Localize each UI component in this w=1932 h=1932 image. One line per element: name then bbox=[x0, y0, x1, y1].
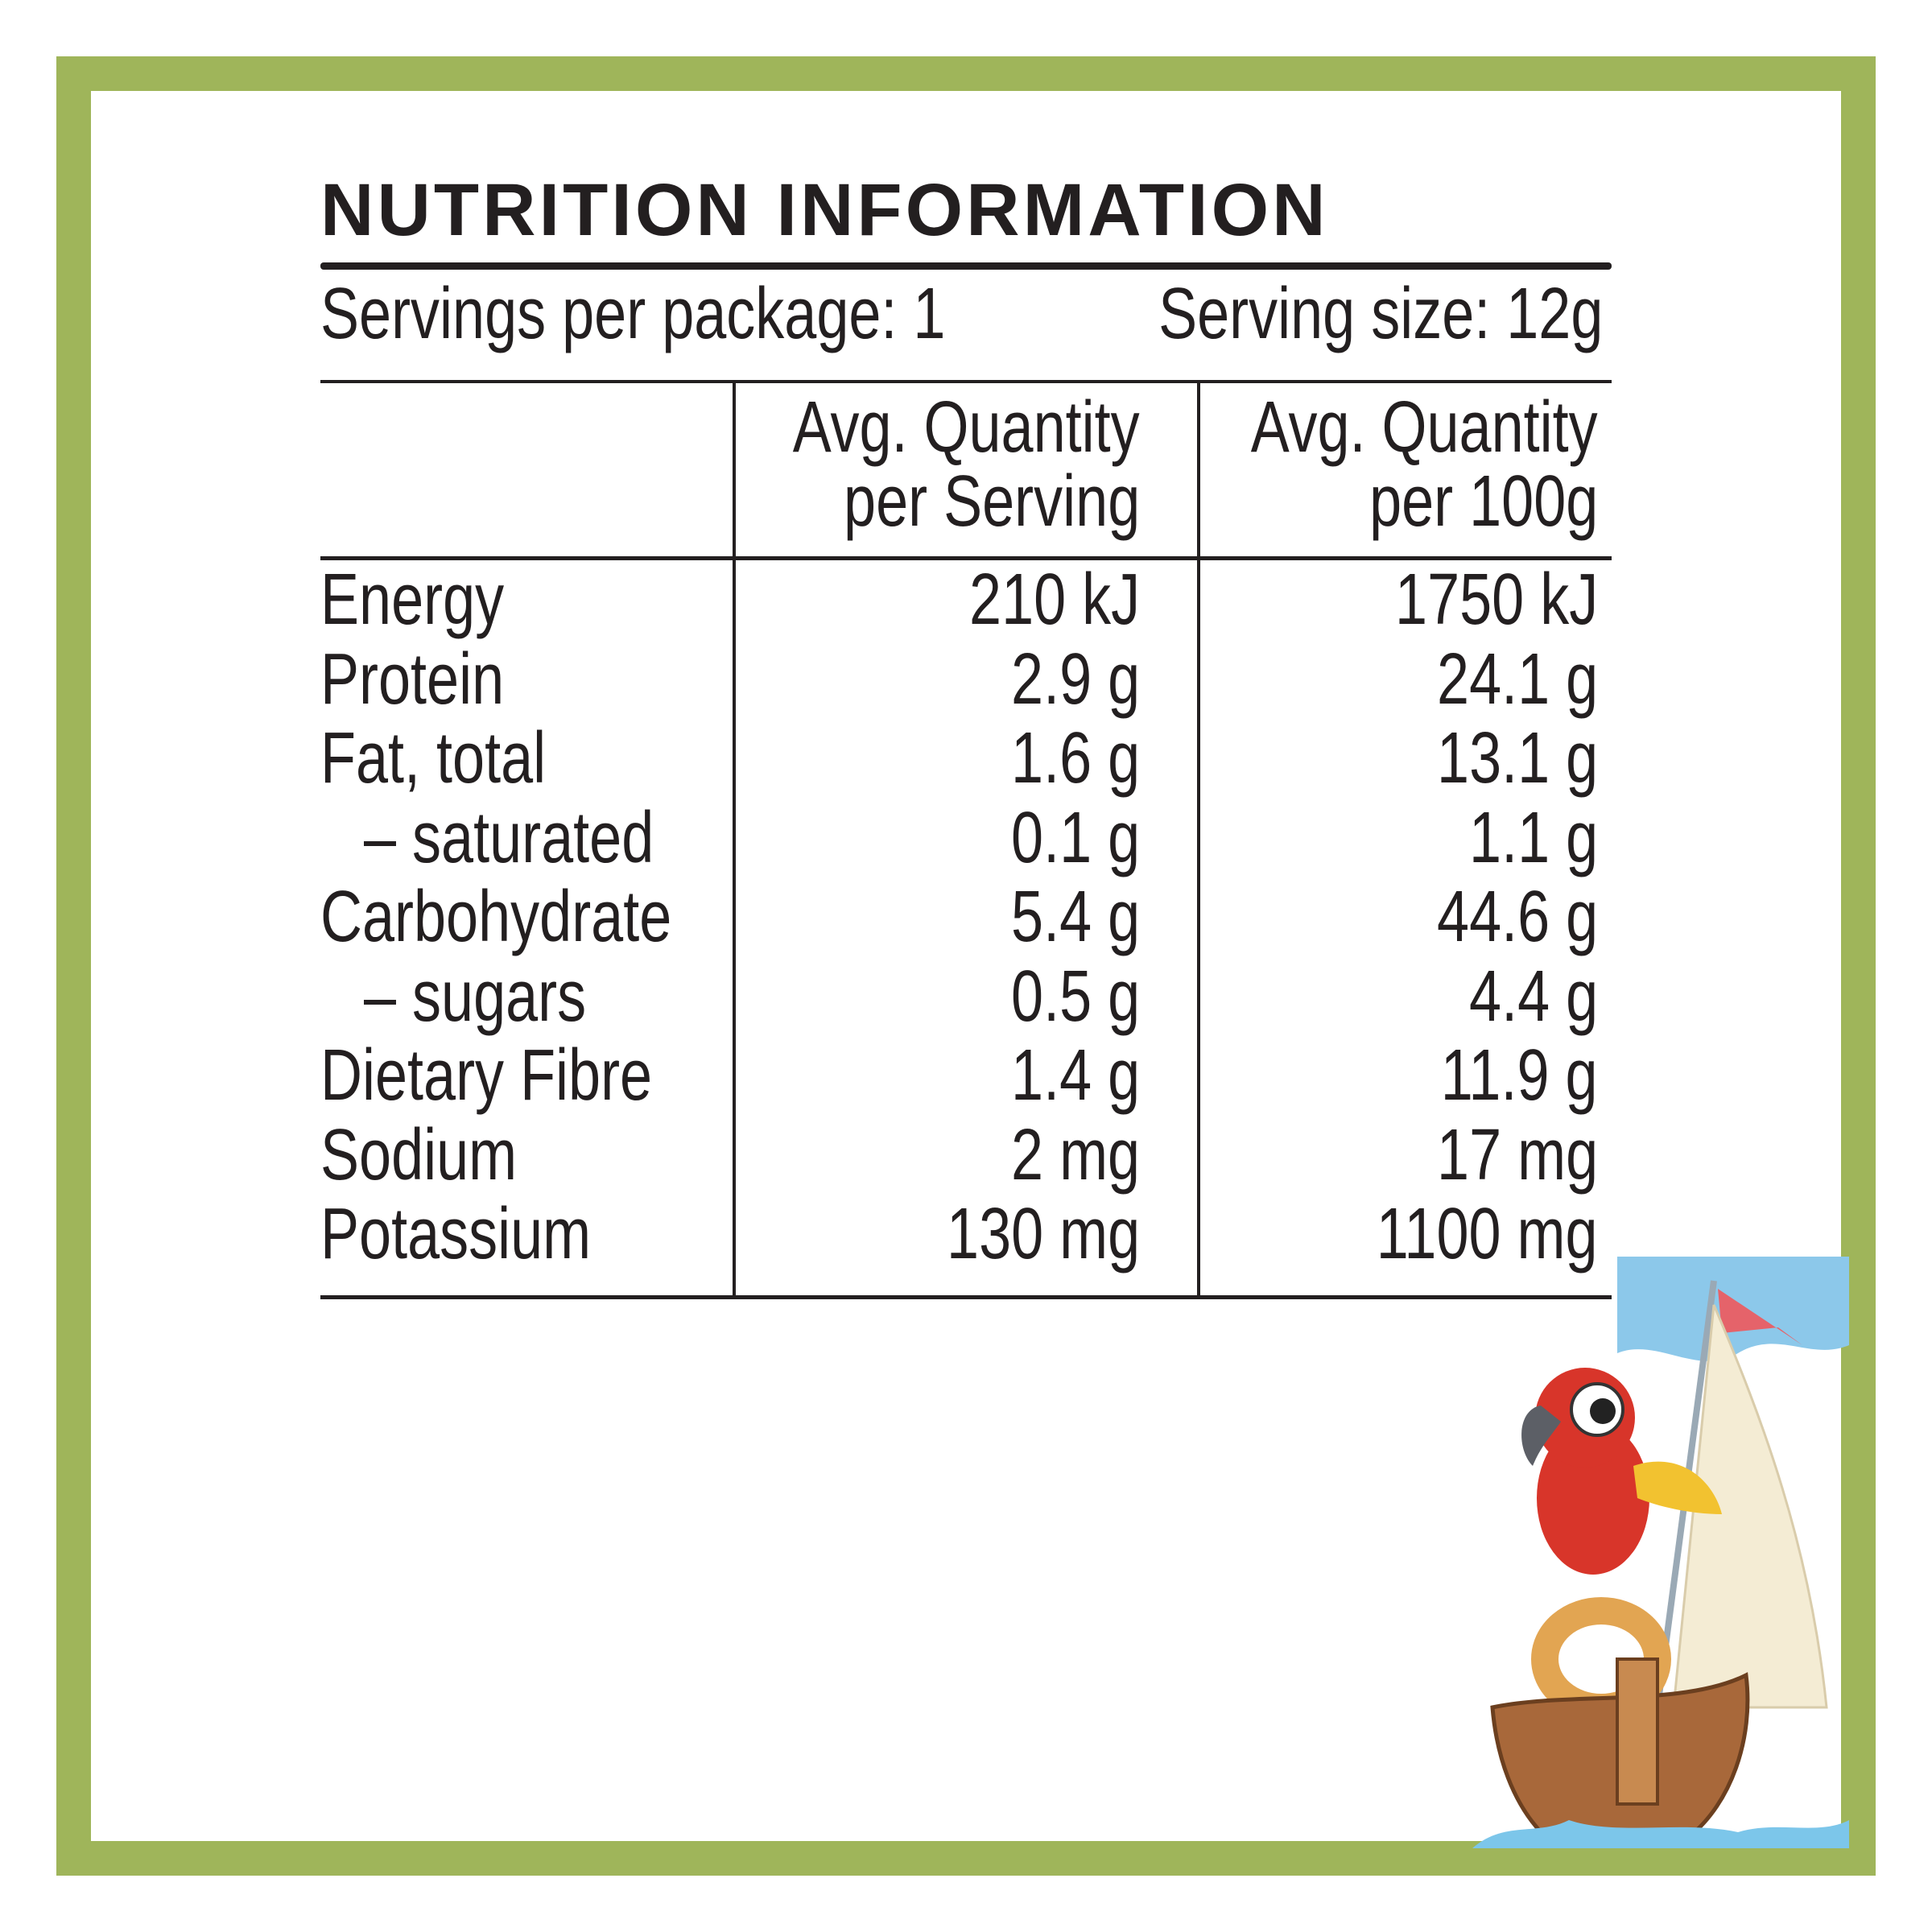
parrot-wing bbox=[1633, 1461, 1722, 1514]
per-100g: 11.9 g bbox=[1441, 1035, 1598, 1116]
thick-rule bbox=[320, 262, 1612, 270]
per-serving: 5.4 g bbox=[1010, 877, 1140, 957]
nutrient-name: Dietary Fibre bbox=[320, 1035, 653, 1116]
per-100g: 1750 kJ bbox=[1394, 559, 1598, 640]
rule bbox=[320, 1295, 1612, 1299]
rule bbox=[320, 380, 1612, 383]
nutrient-name: Potassium bbox=[320, 1194, 592, 1274]
serving-size: Serving size: 12g bbox=[1158, 274, 1603, 354]
parrot-pupil bbox=[1590, 1398, 1616, 1424]
per-serving: 0.1 g bbox=[1010, 797, 1140, 878]
servings-per-package: Servings per package: 1 bbox=[320, 274, 946, 354]
nutrient-name: Sodium bbox=[320, 1114, 518, 1195]
per-100g: 44.6 g bbox=[1436, 877, 1598, 957]
per-serving: 0.5 g bbox=[1010, 956, 1140, 1037]
sail bbox=[1672, 1304, 1828, 1709]
border-frame bbox=[56, 56, 1876, 1876]
flag bbox=[1718, 1289, 1802, 1345]
column-header: Avg. Quantity bbox=[1251, 387, 1598, 468]
per-serving: 130 mg bbox=[946, 1194, 1140, 1274]
column-header: Avg. Quantity bbox=[793, 387, 1140, 468]
water bbox=[1472, 1820, 1849, 1848]
boat-bow bbox=[1616, 1657, 1659, 1806]
per-serving: 1.6 g bbox=[1010, 718, 1140, 799]
per-serving: 210 kJ bbox=[968, 559, 1140, 640]
nutrient-name: Carbohydrate bbox=[320, 877, 672, 957]
per-serving: 1.4 g bbox=[1010, 1035, 1140, 1116]
per-100g: 24.1 g bbox=[1436, 638, 1598, 720]
per-100g: 17 mg bbox=[1436, 1114, 1598, 1195]
per-serving: 2 mg bbox=[1010, 1114, 1140, 1195]
column-divider bbox=[1197, 382, 1200, 1298]
column-header: per 100g bbox=[1368, 461, 1598, 542]
per-100g: 4.4 g bbox=[1468, 956, 1598, 1037]
nutrient-name: Fat, total bbox=[320, 718, 547, 799]
nutrient-name: – saturated bbox=[364, 797, 654, 878]
nutrient-name: – sugars bbox=[364, 956, 587, 1037]
per-100g: 13.1 g bbox=[1436, 718, 1598, 799]
per-100g: 1.1 g bbox=[1468, 797, 1598, 878]
rule bbox=[320, 556, 1612, 560]
per-100g: 1100 mg bbox=[1377, 1194, 1598, 1274]
nutrient-name: Energy bbox=[320, 559, 505, 640]
illustration bbox=[1472, 1257, 1849, 1848]
title: NUTRITION INFORMATION bbox=[320, 169, 1329, 251]
column-divider bbox=[733, 382, 736, 1298]
nutrient-name: Protein bbox=[320, 638, 505, 720]
parrot-beak bbox=[1521, 1406, 1561, 1466]
per-serving: 2.9 g bbox=[1010, 638, 1140, 720]
column-header: per Serving bbox=[843, 461, 1140, 542]
